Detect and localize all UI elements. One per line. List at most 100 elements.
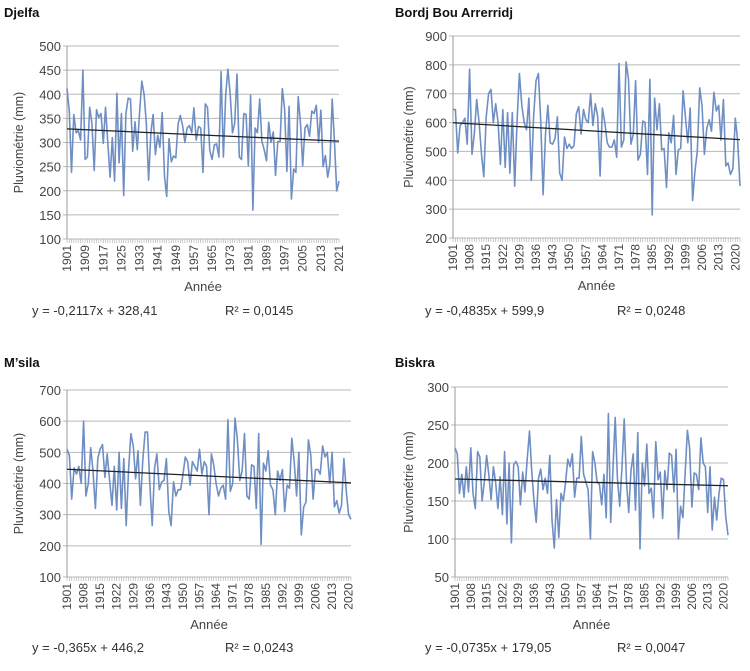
y-tick-label: 200 xyxy=(425,231,447,246)
x-tick-label: 2013 xyxy=(314,245,328,272)
y-tick-label: 450 xyxy=(39,63,61,78)
x-tick-label: 1908 xyxy=(463,244,477,271)
x-tick-label: 1936 xyxy=(143,583,157,610)
x-tick-label: 1964 xyxy=(209,583,223,610)
y-tick-label: 600 xyxy=(39,414,61,429)
x-tick-label: 1901 xyxy=(60,245,74,272)
series-line xyxy=(453,62,740,215)
y-tick-label: 300 xyxy=(425,202,447,217)
y-tick-label: 300 xyxy=(39,136,61,151)
x-tick-label: 1999 xyxy=(678,244,692,271)
x-tick-label: 1999 xyxy=(292,583,306,610)
x-tick-label: 1985 xyxy=(259,583,273,610)
x-tick-label: 1915 xyxy=(480,583,494,610)
y-axis-label: Pluviométrie (mm) xyxy=(402,86,416,187)
y-tick-label: 350 xyxy=(39,111,61,126)
y-tick-label: 200 xyxy=(427,456,449,471)
x-axis-label: Année xyxy=(573,617,611,632)
x-tick-label: 1957 xyxy=(193,583,207,610)
x-axis-label: Année xyxy=(578,278,616,293)
y-tick-label: 500 xyxy=(39,445,61,460)
x-tick-label: 1929 xyxy=(126,583,140,610)
chart-panel: Bordj Bou Arrerridj200300400500600700800… xyxy=(395,5,742,318)
x-tick-label: 1971 xyxy=(612,244,626,271)
x-tick-label: 1981 xyxy=(241,245,255,272)
x-tick-label: 2020 xyxy=(342,583,356,610)
y-tick-label: 400 xyxy=(39,87,61,102)
y-tick-label: 600 xyxy=(425,116,447,131)
x-tick-label: 2005 xyxy=(296,245,310,272)
x-tick-label: 1949 xyxy=(169,245,183,272)
x-tick-label: 1971 xyxy=(226,583,240,610)
x-tick-label: 1901 xyxy=(60,583,74,610)
y-tick-label: 250 xyxy=(427,418,449,433)
trend-line xyxy=(453,123,740,140)
y-tick-label: 50 xyxy=(435,570,449,585)
chart-title: Biskra xyxy=(395,355,436,370)
y-tick-label: 300 xyxy=(39,508,61,523)
x-tick-label: 1950 xyxy=(559,583,573,610)
y-tick-label: 300 xyxy=(427,380,449,395)
chart-title: M’sila xyxy=(4,355,40,370)
y-axis-label: Pluviométrie (mm) xyxy=(402,431,416,532)
r-squared: R² = 0,0145 xyxy=(225,303,293,318)
x-tick-label: 2013 xyxy=(712,244,726,271)
trend-equation: y = -0,4835x + 599,9 xyxy=(425,303,544,318)
x-tick-label: 1901 xyxy=(446,244,460,271)
x-tick-label: 1925 xyxy=(114,245,128,272)
y-tick-label: 250 xyxy=(39,160,61,175)
x-tick-label: 1943 xyxy=(159,583,173,610)
x-tick-label: 1950 xyxy=(176,583,190,610)
x-tick-label: 1971 xyxy=(606,583,620,610)
x-tick-label: 1992 xyxy=(275,583,289,610)
x-tick-label: 1978 xyxy=(622,583,636,610)
y-tick-label: 200 xyxy=(39,539,61,554)
y-tick-label: 150 xyxy=(427,494,449,509)
x-tick-label: 1922 xyxy=(110,583,124,610)
x-tick-label: 1978 xyxy=(242,583,256,610)
x-tick-label: 2013 xyxy=(701,583,715,610)
y-axis-label: Pluviométrie (mm) xyxy=(12,92,26,193)
x-tick-label: 1915 xyxy=(93,583,107,610)
y-tick-label: 700 xyxy=(425,87,447,102)
y-tick-label: 700 xyxy=(39,383,61,398)
x-tick-label: 1989 xyxy=(259,245,273,272)
x-tick-label: 2021 xyxy=(332,245,346,272)
x-tick-label: 1922 xyxy=(495,583,509,610)
x-tick-label: 1978 xyxy=(629,244,643,271)
x-tick-label: 1964 xyxy=(595,244,609,271)
x-tick-label: 1957 xyxy=(574,583,588,610)
x-tick-label: 2013 xyxy=(325,583,339,610)
x-axis-label: Année xyxy=(184,279,222,294)
y-tick-label: 500 xyxy=(39,39,61,54)
x-tick-label: 1943 xyxy=(543,583,557,610)
x-tick-label: 1936 xyxy=(527,583,541,610)
x-tick-label: 1950 xyxy=(562,244,576,271)
series-line xyxy=(455,414,728,549)
x-tick-label: 1985 xyxy=(638,583,652,610)
x-tick-label: 1985 xyxy=(645,244,659,271)
x-tick-label: 1957 xyxy=(579,244,593,271)
x-tick-label: 1992 xyxy=(662,244,676,271)
x-tick-label: 2006 xyxy=(695,244,709,271)
x-tick-label: 1917 xyxy=(96,245,110,272)
y-tick-label: 900 xyxy=(425,29,447,44)
x-tick-label: 1908 xyxy=(464,583,478,610)
x-tick-label: 1965 xyxy=(205,245,219,272)
x-tick-label: 1908 xyxy=(77,583,91,610)
x-tick-label: 1929 xyxy=(512,244,526,271)
x-tick-label: 1943 xyxy=(546,244,560,271)
r-squared: R² = 0,0047 xyxy=(617,640,685,655)
trend-equation: y = -0,0735x + 179,05 xyxy=(425,640,551,655)
x-tick-label: 1901 xyxy=(448,583,462,610)
x-tick-label: 1929 xyxy=(511,583,525,610)
chart-title: Bordj Bou Arrerridj xyxy=(395,5,513,20)
x-tick-label: 2020 xyxy=(716,583,730,610)
y-axis-label: Pluviométrie (mm) xyxy=(12,433,26,534)
y-tick-label: 200 xyxy=(39,184,61,199)
y-tick-label: 500 xyxy=(425,144,447,159)
